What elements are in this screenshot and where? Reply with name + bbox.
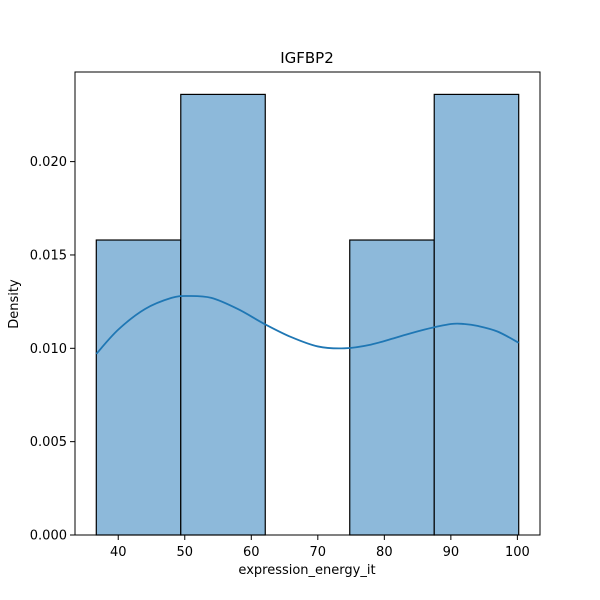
histogram-bar-4 [349,239,435,536]
y-tick-label-1: 0.005 [30,435,67,450]
x-tick-label-70: 70 [310,545,327,560]
histogram-bar-5 [433,93,520,536]
x-tick-label-90: 90 [443,545,460,560]
kde-line [95,295,520,355]
x-tick-label-100: 100 [505,545,530,560]
histogram-bar-1 [95,239,182,536]
x-axis-label: expression_energy_it [238,563,375,578]
histogram-bar-2 [180,93,266,536]
y-tick-label-2: 0.010 [30,342,67,357]
chart-title: IGFBP2 [280,49,334,67]
y-axis-ticks: 0.000 0.005 0.010 0.015 0.020 [30,155,75,544]
x-tick-label-40: 40 [110,545,127,560]
x-tick-label-80: 80 [376,545,393,560]
y-tick-label-0: 0.000 [30,529,67,544]
y-tick-label-4: 0.020 [30,155,67,170]
x-axis-ticks: 40 50 60 70 80 90 100 [110,535,530,560]
y-axis-label: Density [7,279,22,329]
plot-frame [74,71,541,536]
bars-layer [95,93,520,536]
y-tick-label-3: 0.015 [30,248,67,263]
x-tick-label-50: 50 [176,545,193,560]
x-tick-label-60: 60 [243,545,260,560]
